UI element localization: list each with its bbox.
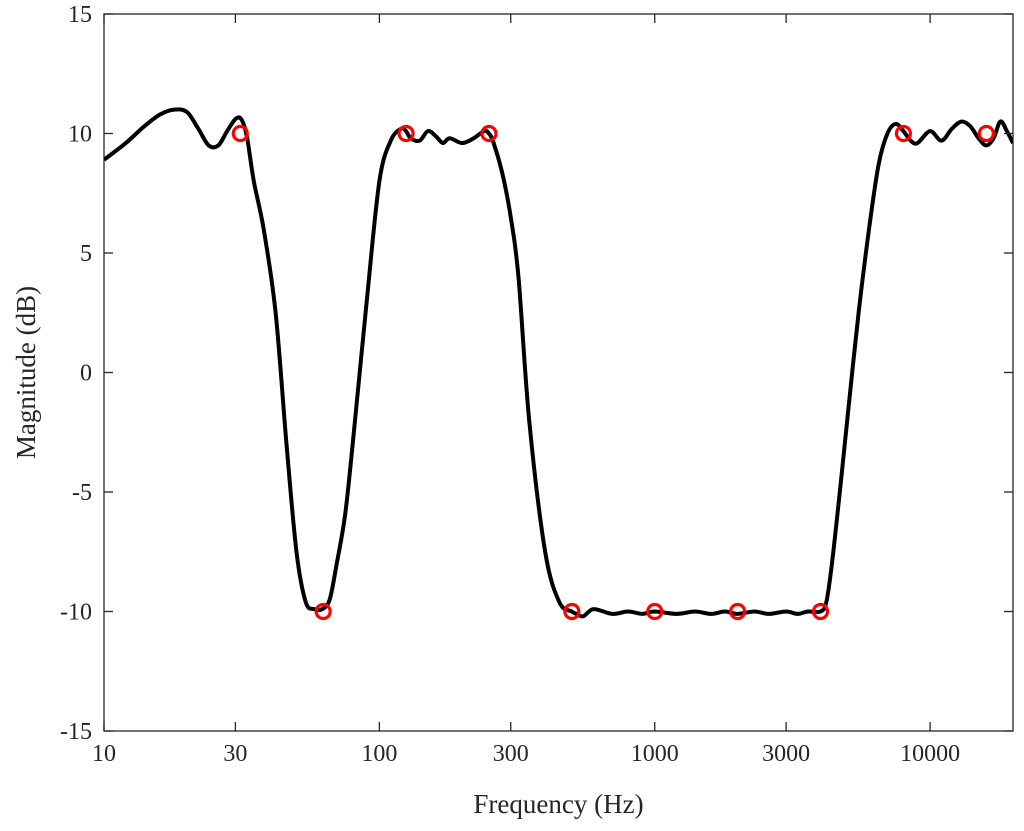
target-point-marker (563, 602, 581, 621)
y-tick-label: 5 (80, 241, 92, 267)
y-tick-label: 15 (68, 2, 92, 28)
x-axis-title: Frequency (Hz) (473, 789, 643, 819)
x-tick-label: 300 (493, 741, 529, 767)
magnitude-curve (104, 107, 1013, 619)
target-point-marker (397, 124, 415, 143)
y-tick-label: -5 (72, 480, 92, 506)
target-point-marker (231, 124, 249, 143)
target-point-marker (314, 602, 332, 621)
y-tick-label: 0 (80, 361, 92, 387)
target-point-marker (729, 602, 747, 621)
target-point-marker (894, 124, 913, 143)
x-tick-label: 30 (223, 741, 247, 767)
x-tick-label: 10 (92, 741, 116, 767)
y-axis-title: Magnitude (dB) (11, 286, 41, 459)
x-tick-label: 1000 (631, 741, 679, 767)
target-point-marker (480, 124, 498, 143)
x-tick-label: 10000 (900, 741, 960, 767)
plot-area (103, 13, 1014, 732)
y-tick-label: 10 (68, 122, 92, 148)
axis-ticks (103, 13, 1013, 732)
target-point-marker (811, 602, 830, 621)
x-tick-label: 3000 (762, 741, 810, 767)
target-point-marker (646, 602, 664, 621)
y-tick-label: -15 (60, 719, 92, 745)
x-tick-label: 100 (361, 741, 397, 767)
tick-labels: 10 30 100 300 1000 3000 10000 15 10 5 0 -5 -10 -15 (60, 2, 960, 767)
y-tick-label: -10 (60, 600, 92, 626)
target-point-marker (977, 124, 995, 143)
